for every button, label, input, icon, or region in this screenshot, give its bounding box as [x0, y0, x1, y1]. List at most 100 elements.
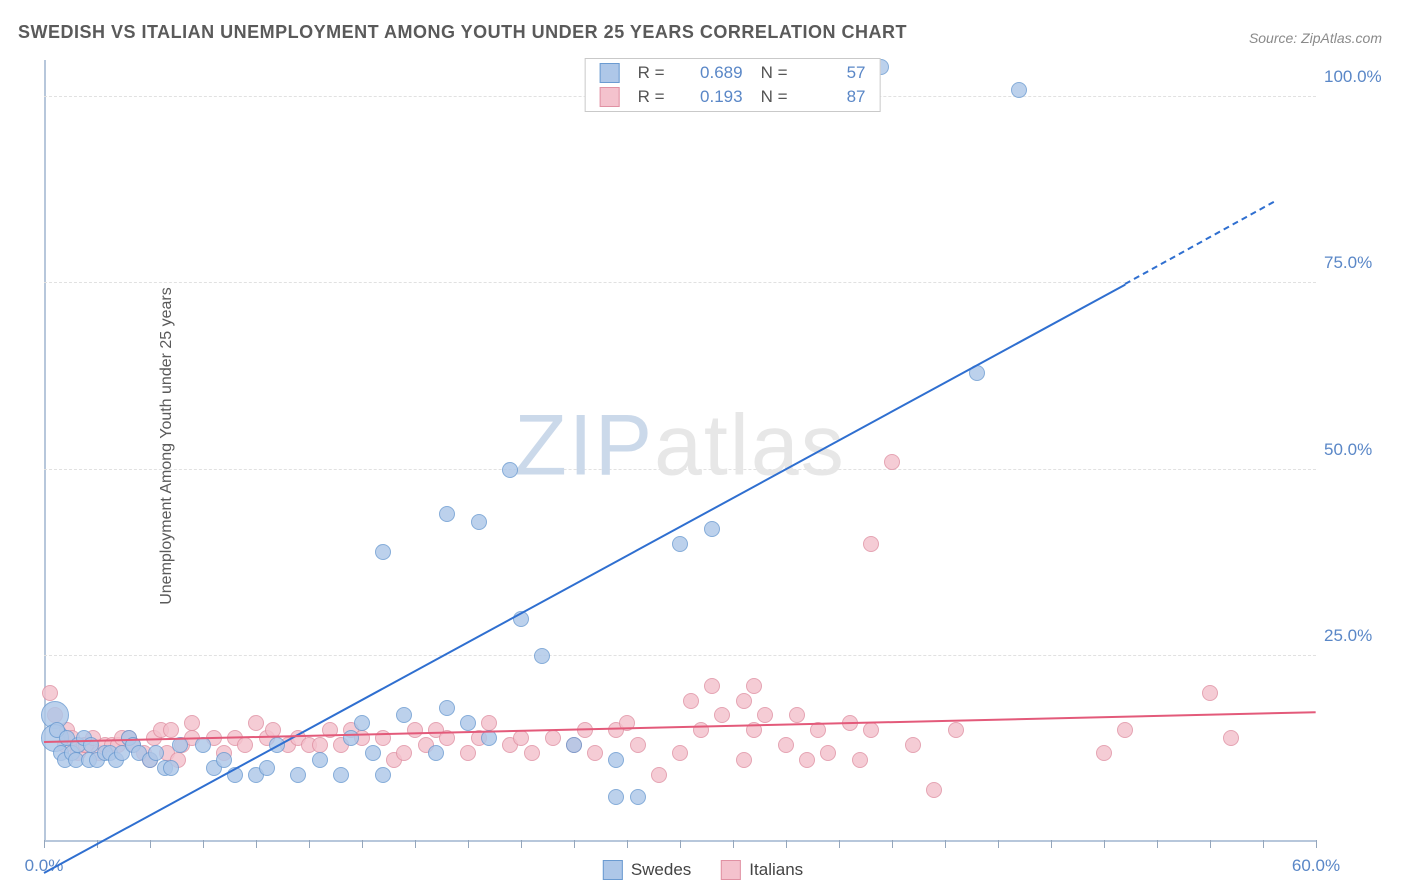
chart-area: 25.0%50.0%75.0%100.0%0.0%60.0% ZIPatlas [44, 60, 1316, 842]
point-swedes [608, 789, 624, 805]
point-italians [407, 722, 423, 738]
x-tick [44, 840, 45, 848]
point-italians [863, 722, 879, 738]
point-italians [736, 752, 752, 768]
legend-swatch [603, 860, 623, 880]
plot-area: 25.0%50.0%75.0%100.0%0.0%60.0% [44, 60, 1316, 842]
x-tick [839, 840, 840, 848]
point-swedes [195, 737, 211, 753]
point-italians [778, 737, 794, 753]
x-tick [1104, 840, 1105, 848]
point-italians [926, 782, 942, 798]
x-tick [1157, 840, 1158, 848]
point-swedes [428, 745, 444, 761]
gridline-h [44, 469, 1316, 470]
point-italians [42, 685, 58, 701]
point-italians [799, 752, 815, 768]
point-italians [513, 730, 529, 746]
point-italians [524, 745, 540, 761]
r-label: R = [638, 63, 665, 83]
x-tick [786, 840, 787, 848]
point-italians [481, 715, 497, 731]
x-tick [733, 840, 734, 848]
x-tick [627, 840, 628, 848]
point-italians [587, 745, 603, 761]
point-swedes [502, 462, 518, 478]
legend-swatch [721, 860, 741, 880]
point-italians [852, 752, 868, 768]
legend-row-italians: R =0.193N =87 [586, 85, 880, 109]
point-italians [905, 737, 921, 753]
point-italians [820, 745, 836, 761]
point-swedes [608, 752, 624, 768]
x-tick [1263, 840, 1264, 848]
legend-label: Italians [749, 860, 803, 880]
n-value: 57 [806, 63, 866, 83]
point-swedes [439, 506, 455, 522]
point-italians [683, 693, 699, 709]
x-tick [680, 840, 681, 848]
y-tick-label: 75.0% [1324, 253, 1396, 273]
r-label: R = [638, 87, 665, 107]
point-italians [460, 745, 476, 761]
x-tick [1210, 840, 1211, 848]
x-tick [998, 840, 999, 848]
legend-swatch [600, 87, 620, 107]
point-italians [757, 707, 773, 723]
x-tick [150, 840, 151, 848]
x-tick [468, 840, 469, 848]
y-tick-label: 100.0% [1324, 67, 1396, 87]
point-italians [1223, 730, 1239, 746]
point-swedes [333, 767, 349, 783]
n-label: N = [761, 63, 788, 83]
x-tick [1051, 840, 1052, 848]
point-italians [237, 737, 253, 753]
point-swedes [534, 648, 550, 664]
point-swedes [566, 737, 582, 753]
x-tick [256, 840, 257, 848]
point-italians [672, 745, 688, 761]
trendline-extrapolated [1125, 202, 1274, 286]
point-swedes [343, 730, 359, 746]
point-swedes [460, 715, 476, 731]
point-italians [312, 737, 328, 753]
x-tick [574, 840, 575, 848]
point-italians [863, 536, 879, 552]
point-swedes [216, 752, 232, 768]
point-swedes [471, 514, 487, 530]
point-italians [1096, 745, 1112, 761]
x-tick [521, 840, 522, 848]
x-tick [203, 840, 204, 848]
point-italians [736, 693, 752, 709]
gridline-h [44, 655, 1316, 656]
n-value: 87 [806, 87, 866, 107]
legend-label: Swedes [631, 860, 691, 880]
point-swedes [375, 767, 391, 783]
x-tick-label: 60.0% [1292, 856, 1340, 876]
point-swedes [312, 752, 328, 768]
point-swedes [290, 767, 306, 783]
point-italians [746, 678, 762, 694]
legend-item-italians: Italians [721, 860, 803, 880]
y-tick-label: 50.0% [1324, 440, 1396, 460]
source-credit: Source: ZipAtlas.com [1249, 30, 1382, 46]
legend-row-swedes: R = 0.689 N = 57 [586, 61, 880, 85]
point-italians [630, 737, 646, 753]
point-italians [884, 454, 900, 470]
point-swedes [1011, 82, 1027, 98]
trendline [44, 284, 1126, 874]
point-swedes [148, 745, 164, 761]
point-swedes [259, 760, 275, 776]
series-legend: Swedes Italians [603, 860, 803, 880]
point-italians [545, 730, 561, 746]
legend-item-swedes: Swedes [603, 860, 691, 880]
point-swedes [396, 707, 412, 723]
x-tick [309, 840, 310, 848]
r-value: 0.689 [683, 63, 743, 83]
x-tick [1316, 840, 1317, 848]
point-italians [248, 715, 264, 731]
point-italians [163, 722, 179, 738]
point-italians [789, 707, 805, 723]
point-italians [184, 715, 200, 731]
r-value: 0.193 [683, 87, 743, 107]
